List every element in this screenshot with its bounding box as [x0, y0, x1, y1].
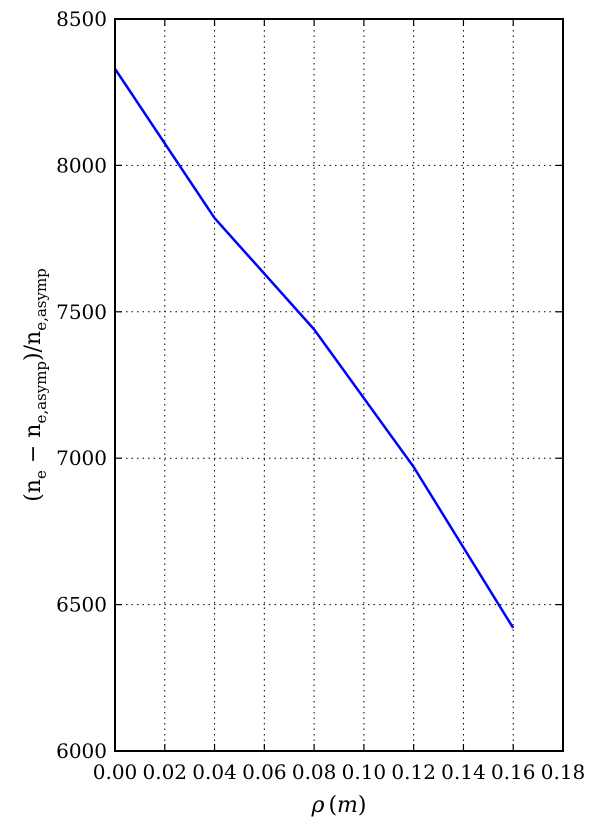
- y-tick-label: 7000: [56, 446, 107, 470]
- x-tick-label: 0.06: [242, 760, 287, 784]
- y-tick-label: 6000: [56, 739, 107, 763]
- x-tick-label: 0.18: [541, 760, 586, 784]
- y-tick-label: 8500: [56, 7, 107, 31]
- grid: [115, 19, 563, 751]
- tick-marks: [114, 18, 564, 752]
- y-tick-label: 6500: [56, 593, 107, 617]
- series-line: [113, 68, 515, 629]
- plot-frame: [114, 18, 564, 752]
- x-tick-label: 0.14: [441, 760, 486, 784]
- x-tick-label: 0.16: [491, 760, 536, 784]
- x-tick-label: 0.04: [192, 760, 237, 784]
- x-axis-symbol: ρ: [311, 793, 325, 818]
- x-tick-label: 0.02: [143, 760, 188, 784]
- x-axis-unit: m: [337, 793, 358, 818]
- series-group: [113, 68, 515, 629]
- x-tick-label: 0.10: [342, 760, 387, 784]
- x-axis-label: ρ (m): [311, 793, 367, 818]
- x-tick-label: 0.08: [292, 760, 337, 784]
- x-tick-label: 0.12: [391, 760, 436, 784]
- x-tick-labels: 0.00 0.02 0.04 0.06 0.08 0.10 0.12 0.14 0.16 0.18: [93, 760, 586, 784]
- y-axis-label: (ne − ne,asymp)/ne,asymp: [21, 268, 50, 502]
- y-tick-labels: 6000 6500 7000 7500 8000 8500: [56, 7, 107, 763]
- y-tick-label: 8000: [56, 153, 107, 177]
- x-tick-label: 0.00: [93, 760, 138, 784]
- y-tick-label: 7500: [56, 300, 107, 324]
